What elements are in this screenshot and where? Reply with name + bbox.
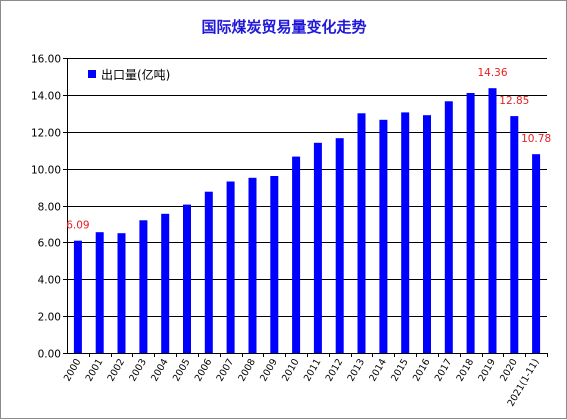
bar (401, 112, 410, 354)
bar (510, 116, 519, 353)
y-tick-label: 0.00 (38, 349, 61, 361)
y-tick-labels: 0.00 2.00 4.00 6.00 8.00 10.00 12.00 14.00 16.00 (31, 54, 61, 361)
x-tick-label: 2011 (302, 357, 324, 383)
bar (357, 113, 366, 353)
axes (63, 58, 548, 357)
bar (204, 191, 213, 353)
bars (73, 88, 541, 354)
bar (139, 220, 148, 354)
bar (270, 176, 279, 353)
bar (117, 233, 126, 353)
bar (183, 204, 191, 353)
x-tick-labels: 2000 2001 2002 2003 2004 2005 2006 2007 2008 2009… (62, 357, 542, 409)
data-label: 14.36 (477, 67, 507, 79)
x-tick-label: 2008 (236, 357, 258, 383)
x-tick-label: 2013 (346, 357, 368, 383)
x-tick-label: 2010 (280, 357, 302, 383)
x-tick-label: 2017 (433, 357, 455, 383)
data-label: 10.78 (521, 133, 551, 145)
bar (313, 142, 322, 353)
x-tick-label: 2002 (106, 357, 128, 383)
x-tick-label: 2004 (149, 357, 171, 383)
data-label: 12.85 (499, 95, 529, 107)
bar (379, 119, 388, 353)
y-tick-label: 8.00 (38, 202, 61, 214)
x-tick-label: 2001 (84, 357, 106, 383)
legend: 出口量(亿吨) (88, 67, 170, 82)
y-tick-label: 4.00 (38, 275, 61, 287)
x-tick-label: 2012 (324, 357, 346, 383)
y-tick-label: 2.00 (38, 312, 61, 324)
x-tick-label: 2020 (498, 357, 520, 383)
bar (423, 115, 431, 353)
bar (292, 156, 301, 353)
x-tick-label: 2015 (389, 357, 411, 383)
bar (95, 232, 104, 353)
legend-label: 出口量(亿吨) (101, 67, 170, 82)
x-tick-label: 2006 (193, 357, 215, 383)
gridlines (67, 58, 547, 317)
y-tick-label: 6.00 (38, 238, 61, 250)
x-tick-label: 2007 (215, 357, 237, 383)
legend-swatch (88, 70, 96, 78)
y-tick-label: 10.00 (31, 165, 61, 177)
x-tick-label: 2003 (127, 357, 149, 383)
chart-title: 国际煤炭贸易量变化走势 (201, 18, 366, 36)
x-tick-label: 2009 (258, 357, 280, 383)
x-tick-label: 2014 (367, 357, 389, 383)
data-label: 6.09 (66, 220, 89, 232)
bar (73, 240, 82, 353)
x-tick-label: 2016 (411, 357, 433, 383)
y-tick-label: 12.00 (31, 128, 61, 140)
y-tick-label: 14.00 (31, 91, 61, 103)
y-tick-label: 16.00 (31, 54, 61, 66)
x-tick-label: 2019 (476, 357, 498, 383)
bar (444, 101, 453, 353)
x-tick-label: 2000 (62, 357, 84, 383)
bar (466, 93, 475, 353)
bar (532, 154, 541, 353)
bar (161, 213, 170, 353)
bar (488, 88, 497, 353)
data-labels: 6.09 14.36 12.85 10.78 (66, 67, 551, 232)
x-tick-label: 2005 (171, 357, 193, 383)
bar (335, 138, 344, 353)
bar (226, 181, 235, 353)
x-tick-label: 2018 (455, 357, 477, 383)
bar (248, 177, 257, 353)
